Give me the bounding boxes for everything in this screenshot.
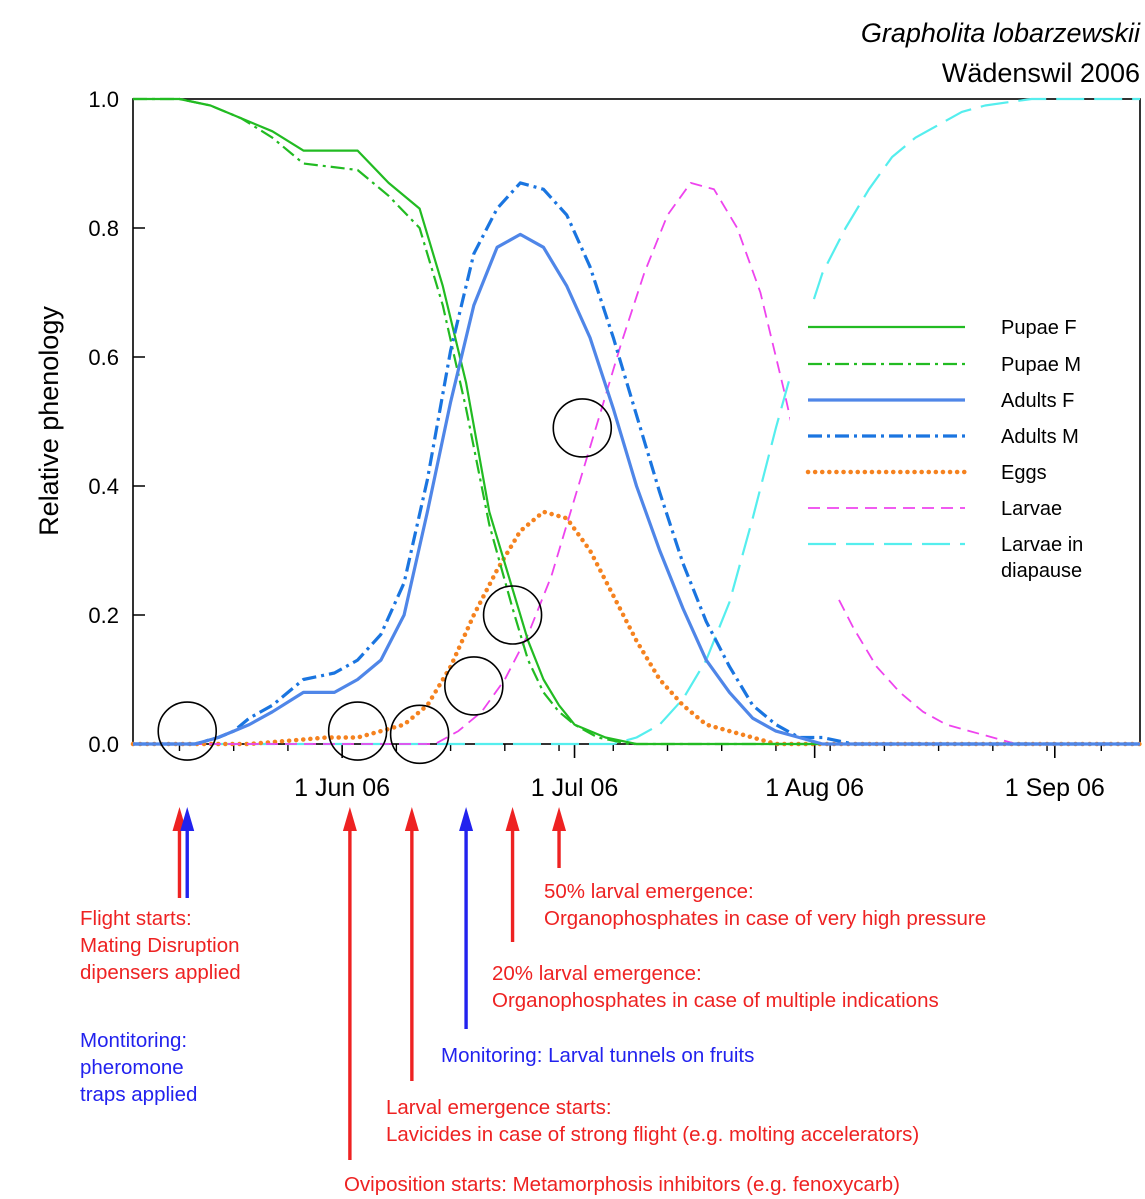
legend-label: Adults M (1001, 426, 1079, 448)
x-tick-label: 1 Jun 06 (294, 774, 390, 802)
highlight-circle (482, 585, 543, 645)
legend-label: Adults F (1001, 390, 1074, 412)
y-tick-label: 0.6 (88, 345, 119, 370)
annotation-arrow-head (404, 807, 419, 831)
annotation-note-a: Flight starts: Mating Disruption dipensers… (80, 907, 241, 984)
series-line-larvae (133, 181, 1140, 745)
series-line-eggs (130, 509, 1143, 747)
annotation-arrow-head (505, 807, 520, 831)
annotation-note-c: 50% larval emergence: Organophosphates in… (544, 880, 986, 930)
series-line-adults-f (133, 232, 1140, 746)
x-tick-label: 1 Aug 06 (765, 774, 864, 802)
series-line-pupae-f (133, 97, 1140, 746)
highlight-circle (444, 656, 504, 716)
annotation-arrow-head (342, 807, 357, 831)
legend-label: Pupae F (1001, 317, 1077, 339)
annotation-note-f: Larval emergence starts: Lavicides in cas… (386, 1096, 919, 1146)
annotation-arrow-head (459, 807, 474, 831)
y-tick-label: 1.0 (88, 87, 119, 112)
legend-label: Pupae M (1001, 354, 1081, 376)
x-tick-label: 1 Jul 06 (531, 774, 619, 802)
highlight-circle (157, 701, 218, 761)
legend-label: Eggs (1001, 462, 1047, 484)
highlight-circle (327, 701, 388, 761)
annotation-note-g: Oviposition starts: Metamorphosis inhibi… (344, 1173, 900, 1196)
legend-label: Larvae (1001, 498, 1062, 520)
legend-label: Larvae in diapause (1001, 534, 1083, 582)
annotation-note-d: 20% larval emergence: Organophosphates in… (492, 962, 939, 1012)
annotation-note-e: Monitoring: Larval tunnels on fruits (441, 1044, 754, 1067)
series-line-adults-m (133, 181, 1140, 746)
legend-background (790, 308, 1138, 598)
series-line-larvae-in-diapause (133, 97, 1140, 746)
y-tick-label: 0.4 (88, 474, 119, 499)
x-tick-label: 1 Sep 06 (1005, 774, 1105, 802)
legend: Pupae F Pupae M Adults F Adults M Eggs Larvae… (790, 308, 1138, 598)
chart-title: Grapholita lobarzewskii (861, 18, 1141, 48)
highlight-circle (389, 704, 450, 765)
y-tick-label: 0.2 (88, 603, 119, 628)
annotation-note-b: Montitoring: pheromone traps applied (80, 1029, 197, 1106)
annotation-arrow-head (180, 807, 195, 831)
y-tick-label: 0.8 (88, 216, 119, 241)
highlight-circle (552, 398, 613, 458)
y-axis-label: Relative phenology (34, 306, 64, 536)
chart-subtitle: Wädenswil 2006 (942, 58, 1140, 88)
y-tick-label: 0.0 (88, 732, 119, 757)
annotation-arrow-head (552, 807, 567, 831)
